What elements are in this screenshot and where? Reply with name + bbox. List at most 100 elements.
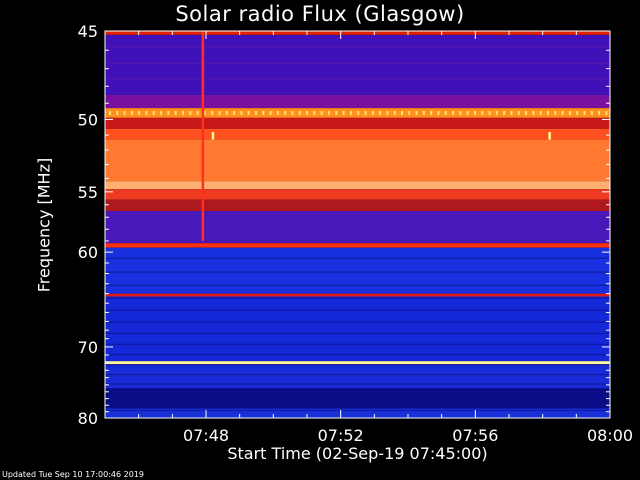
heatmap-dot bbox=[255, 111, 257, 116]
heatmap-band bbox=[105, 388, 610, 409]
heatmap-dot bbox=[138, 111, 141, 116]
heatmap-band bbox=[105, 181, 610, 190]
heatmap-dot bbox=[452, 111, 455, 116]
heatmap-dot bbox=[145, 111, 148, 116]
heatmap-dot bbox=[116, 111, 119, 116]
heatmap-dot bbox=[328, 111, 330, 116]
heatmap-dot bbox=[576, 111, 579, 116]
heatmap-band bbox=[105, 361, 610, 365]
heatmap-dot bbox=[525, 111, 528, 116]
heatmap-texture-line bbox=[105, 271, 610, 273]
heatmap-dot bbox=[379, 111, 382, 116]
heatmap-band bbox=[105, 117, 610, 129]
heatmap-dot bbox=[474, 111, 476, 116]
heatmap-dot bbox=[284, 111, 287, 116]
heatmap-dot bbox=[342, 111, 345, 116]
y-tick-label: 70 bbox=[78, 338, 98, 357]
heatmap-burst bbox=[201, 31, 205, 241]
heatmap-dot bbox=[590, 111, 593, 116]
heatmap-dot bbox=[401, 111, 403, 116]
heatmap-dot bbox=[554, 111, 557, 116]
heatmap-band bbox=[105, 128, 610, 140]
heatmap-dot bbox=[211, 111, 214, 116]
heatmap-dot bbox=[415, 111, 418, 116]
heatmap-texture-line bbox=[105, 332, 610, 334]
heatmap-dot bbox=[481, 111, 484, 116]
heatmap-texture-line bbox=[105, 383, 610, 385]
heatmap-dot bbox=[568, 111, 571, 116]
heatmap-dot bbox=[269, 111, 272, 116]
heatmap-texture-line bbox=[105, 343, 610, 345]
heatmap-dot bbox=[160, 111, 163, 116]
heatmap-dot bbox=[152, 111, 155, 116]
heatmap-dot bbox=[218, 111, 221, 116]
heatmap-dot bbox=[320, 111, 323, 116]
heatmap-dot bbox=[291, 111, 294, 116]
heatmap-dot bbox=[335, 111, 338, 116]
x-tick-label: 07:48 bbox=[183, 426, 229, 445]
heatmap-dot bbox=[313, 111, 316, 116]
heatmap-texture-line bbox=[105, 321, 610, 323]
axis-ticks: 07:48 07:52 07:56 08:00 45 50 55 60 70 80 bbox=[78, 22, 633, 445]
heatmap-band bbox=[105, 94, 610, 109]
heatmap-dot bbox=[583, 111, 586, 116]
y-tick-label: 55 bbox=[78, 183, 98, 202]
heatmap-band bbox=[105, 34, 610, 95]
y-axis-label: Frequency [MHz] bbox=[35, 158, 54, 292]
heatmap-texture-line bbox=[105, 392, 610, 394]
heatmap-band bbox=[105, 293, 610, 297]
heatmap-dot bbox=[466, 111, 469, 116]
y-axis-label-main: Frequency bbox=[34, 204, 54, 293]
heatmap-dot bbox=[262, 111, 265, 116]
heatmap-dot bbox=[547, 111, 549, 116]
heatmap-dot bbox=[561, 111, 564, 116]
heatmap-dot bbox=[130, 111, 133, 116]
heatmap-dot bbox=[364, 111, 367, 116]
heatmap-texture-line bbox=[105, 79, 610, 81]
heatmap-dot bbox=[189, 111, 192, 116]
heatmap-dot bbox=[371, 111, 374, 116]
heatmap-texture-line bbox=[105, 354, 610, 356]
heatmap-dot bbox=[123, 111, 126, 116]
heatmap-texture-line bbox=[105, 63, 610, 65]
heatmap-band bbox=[105, 408, 610, 418]
heatmap-dot bbox=[488, 111, 491, 116]
heatmap-dot bbox=[503, 111, 506, 116]
x-axis-label: Start Time (02-Sep-19 07:45:00) bbox=[227, 444, 488, 463]
heatmap-band bbox=[105, 31, 610, 35]
heatmap-dot bbox=[182, 111, 184, 116]
heatmap-dot bbox=[437, 111, 440, 116]
heatmap-band bbox=[105, 296, 610, 362]
heatmap-dot bbox=[605, 111, 608, 116]
heatmap-dot bbox=[109, 111, 111, 116]
heatmap-dot bbox=[510, 111, 513, 116]
heatmap-band bbox=[105, 247, 610, 294]
heatmap-texture-line bbox=[105, 284, 610, 286]
heatmap-dot bbox=[495, 111, 498, 116]
heatmap-burst bbox=[548, 131, 551, 140]
heatmap-texture-line bbox=[105, 364, 610, 366]
heatmap-texture-line bbox=[105, 46, 610, 48]
heatmap-band bbox=[105, 243, 610, 248]
x-tick-label: 07:52 bbox=[318, 426, 364, 445]
heatmap-dot bbox=[357, 111, 360, 116]
heatmap-dot bbox=[174, 111, 177, 116]
updated-timestamp: Updated Tue Sep 10 17:00:46 2019 bbox=[2, 470, 144, 479]
heatmap-texture-line bbox=[105, 409, 610, 411]
heatmap-dot bbox=[240, 111, 243, 116]
heatmap-texture-line bbox=[105, 257, 610, 259]
heatmap-dot bbox=[598, 111, 601, 116]
heatmap-dot bbox=[408, 111, 411, 116]
y-tick-label: 50 bbox=[78, 110, 98, 129]
y-tick-label: 60 bbox=[78, 243, 98, 262]
heatmap-dot bbox=[298, 111, 301, 116]
heatmap-dot bbox=[430, 111, 433, 116]
heatmap-dot bbox=[247, 111, 250, 116]
y-tick-label: 80 bbox=[78, 409, 98, 428]
heatmap-dot bbox=[196, 111, 199, 116]
heatmap-texture-line bbox=[105, 373, 610, 376]
heatmap-band bbox=[105, 364, 610, 389]
heatmap-dot bbox=[517, 111, 520, 116]
heatmap-dot bbox=[306, 111, 309, 116]
